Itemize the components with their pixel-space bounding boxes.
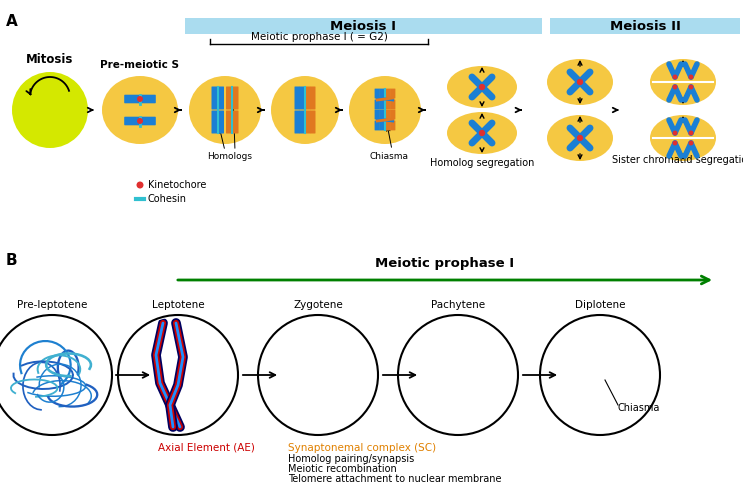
FancyBboxPatch shape (299, 110, 305, 134)
Text: Kinetochore: Kinetochore (148, 180, 207, 190)
Text: Pre-leptotene: Pre-leptotene (17, 300, 87, 310)
FancyBboxPatch shape (299, 86, 305, 109)
FancyBboxPatch shape (374, 109, 380, 119)
Ellipse shape (0, 317, 110, 433)
FancyBboxPatch shape (390, 100, 395, 109)
Text: Homolog segregation: Homolog segregation (429, 158, 534, 168)
Circle shape (689, 131, 693, 136)
Ellipse shape (650, 59, 716, 105)
FancyBboxPatch shape (380, 109, 385, 119)
Ellipse shape (540, 315, 660, 435)
Circle shape (577, 135, 583, 141)
FancyBboxPatch shape (140, 117, 156, 125)
Text: Synaptonemal complex (SC): Synaptonemal complex (SC) (288, 443, 436, 453)
Text: A: A (6, 14, 18, 29)
FancyBboxPatch shape (294, 86, 300, 109)
FancyBboxPatch shape (212, 110, 218, 134)
FancyBboxPatch shape (385, 100, 390, 109)
Text: Meiotic prophase I ( = G2): Meiotic prophase I ( = G2) (250, 32, 387, 42)
Ellipse shape (102, 76, 178, 144)
Text: Meiotic recombination: Meiotic recombination (288, 464, 397, 474)
FancyBboxPatch shape (140, 95, 156, 103)
Circle shape (689, 84, 693, 89)
FancyBboxPatch shape (385, 88, 390, 98)
Circle shape (577, 79, 583, 85)
Ellipse shape (260, 317, 376, 433)
Text: Zygotene: Zygotene (293, 300, 343, 310)
Text: Meiotic prophase I: Meiotic prophase I (375, 257, 515, 270)
Circle shape (672, 131, 678, 136)
FancyBboxPatch shape (390, 88, 395, 98)
FancyBboxPatch shape (380, 121, 385, 131)
FancyBboxPatch shape (305, 86, 311, 109)
Text: Homolog pairing/synapsis: Homolog pairing/synapsis (288, 454, 415, 464)
FancyBboxPatch shape (380, 100, 385, 109)
FancyBboxPatch shape (226, 110, 232, 134)
Text: Chiasma: Chiasma (618, 403, 661, 413)
FancyBboxPatch shape (385, 109, 390, 119)
Circle shape (672, 75, 678, 80)
Ellipse shape (271, 76, 339, 144)
Ellipse shape (118, 315, 238, 435)
Ellipse shape (0, 315, 112, 435)
Text: B: B (6, 253, 18, 268)
Ellipse shape (120, 317, 236, 433)
Ellipse shape (547, 59, 613, 105)
Circle shape (689, 75, 693, 80)
FancyBboxPatch shape (374, 88, 380, 98)
Circle shape (672, 140, 678, 145)
FancyBboxPatch shape (310, 86, 316, 109)
Bar (185, 18, 542, 34)
Circle shape (689, 140, 693, 145)
Ellipse shape (542, 317, 658, 433)
FancyBboxPatch shape (374, 100, 380, 109)
Circle shape (137, 182, 143, 189)
FancyBboxPatch shape (385, 121, 390, 131)
Ellipse shape (547, 115, 613, 161)
Circle shape (478, 130, 485, 136)
Bar (550, 18, 740, 34)
FancyBboxPatch shape (390, 121, 395, 131)
Text: Meiosis II: Meiosis II (609, 20, 681, 32)
FancyBboxPatch shape (218, 110, 224, 134)
Ellipse shape (398, 315, 518, 435)
Circle shape (12, 72, 88, 148)
Text: Mitosis: Mitosis (26, 53, 74, 66)
Circle shape (137, 118, 143, 124)
FancyBboxPatch shape (218, 86, 224, 109)
Ellipse shape (400, 317, 516, 433)
Ellipse shape (258, 315, 378, 435)
FancyBboxPatch shape (226, 86, 232, 109)
FancyBboxPatch shape (390, 109, 395, 119)
Ellipse shape (447, 66, 517, 108)
Text: Meiosis I: Meiosis I (331, 20, 397, 32)
Circle shape (137, 96, 143, 102)
FancyBboxPatch shape (305, 110, 311, 134)
Ellipse shape (650, 115, 716, 161)
FancyBboxPatch shape (374, 121, 380, 131)
Text: Homologs: Homologs (207, 152, 253, 161)
FancyBboxPatch shape (233, 110, 239, 134)
FancyBboxPatch shape (124, 117, 140, 125)
Text: Diplotene: Diplotene (575, 300, 626, 310)
Text: Leptotene: Leptotene (152, 300, 204, 310)
FancyBboxPatch shape (294, 110, 300, 134)
Text: Axial Element (AE): Axial Element (AE) (158, 443, 255, 453)
FancyBboxPatch shape (212, 86, 218, 109)
Circle shape (478, 84, 485, 90)
Ellipse shape (447, 112, 517, 154)
Circle shape (672, 84, 678, 89)
FancyBboxPatch shape (310, 110, 316, 134)
Ellipse shape (189, 76, 261, 144)
Text: Sister chromatid segregation: Sister chromatid segregation (612, 155, 743, 165)
Text: Pachytene: Pachytene (431, 300, 485, 310)
Text: Cohesin: Cohesin (148, 194, 187, 204)
FancyBboxPatch shape (124, 95, 140, 103)
Text: Chiasma: Chiasma (369, 152, 409, 161)
Ellipse shape (349, 76, 421, 144)
Text: Pre-meiotic S: Pre-meiotic S (100, 60, 180, 70)
FancyBboxPatch shape (380, 88, 385, 98)
Text: Telomere attachment to nuclear membrane: Telomere attachment to nuclear membrane (288, 474, 502, 484)
FancyBboxPatch shape (233, 86, 239, 109)
